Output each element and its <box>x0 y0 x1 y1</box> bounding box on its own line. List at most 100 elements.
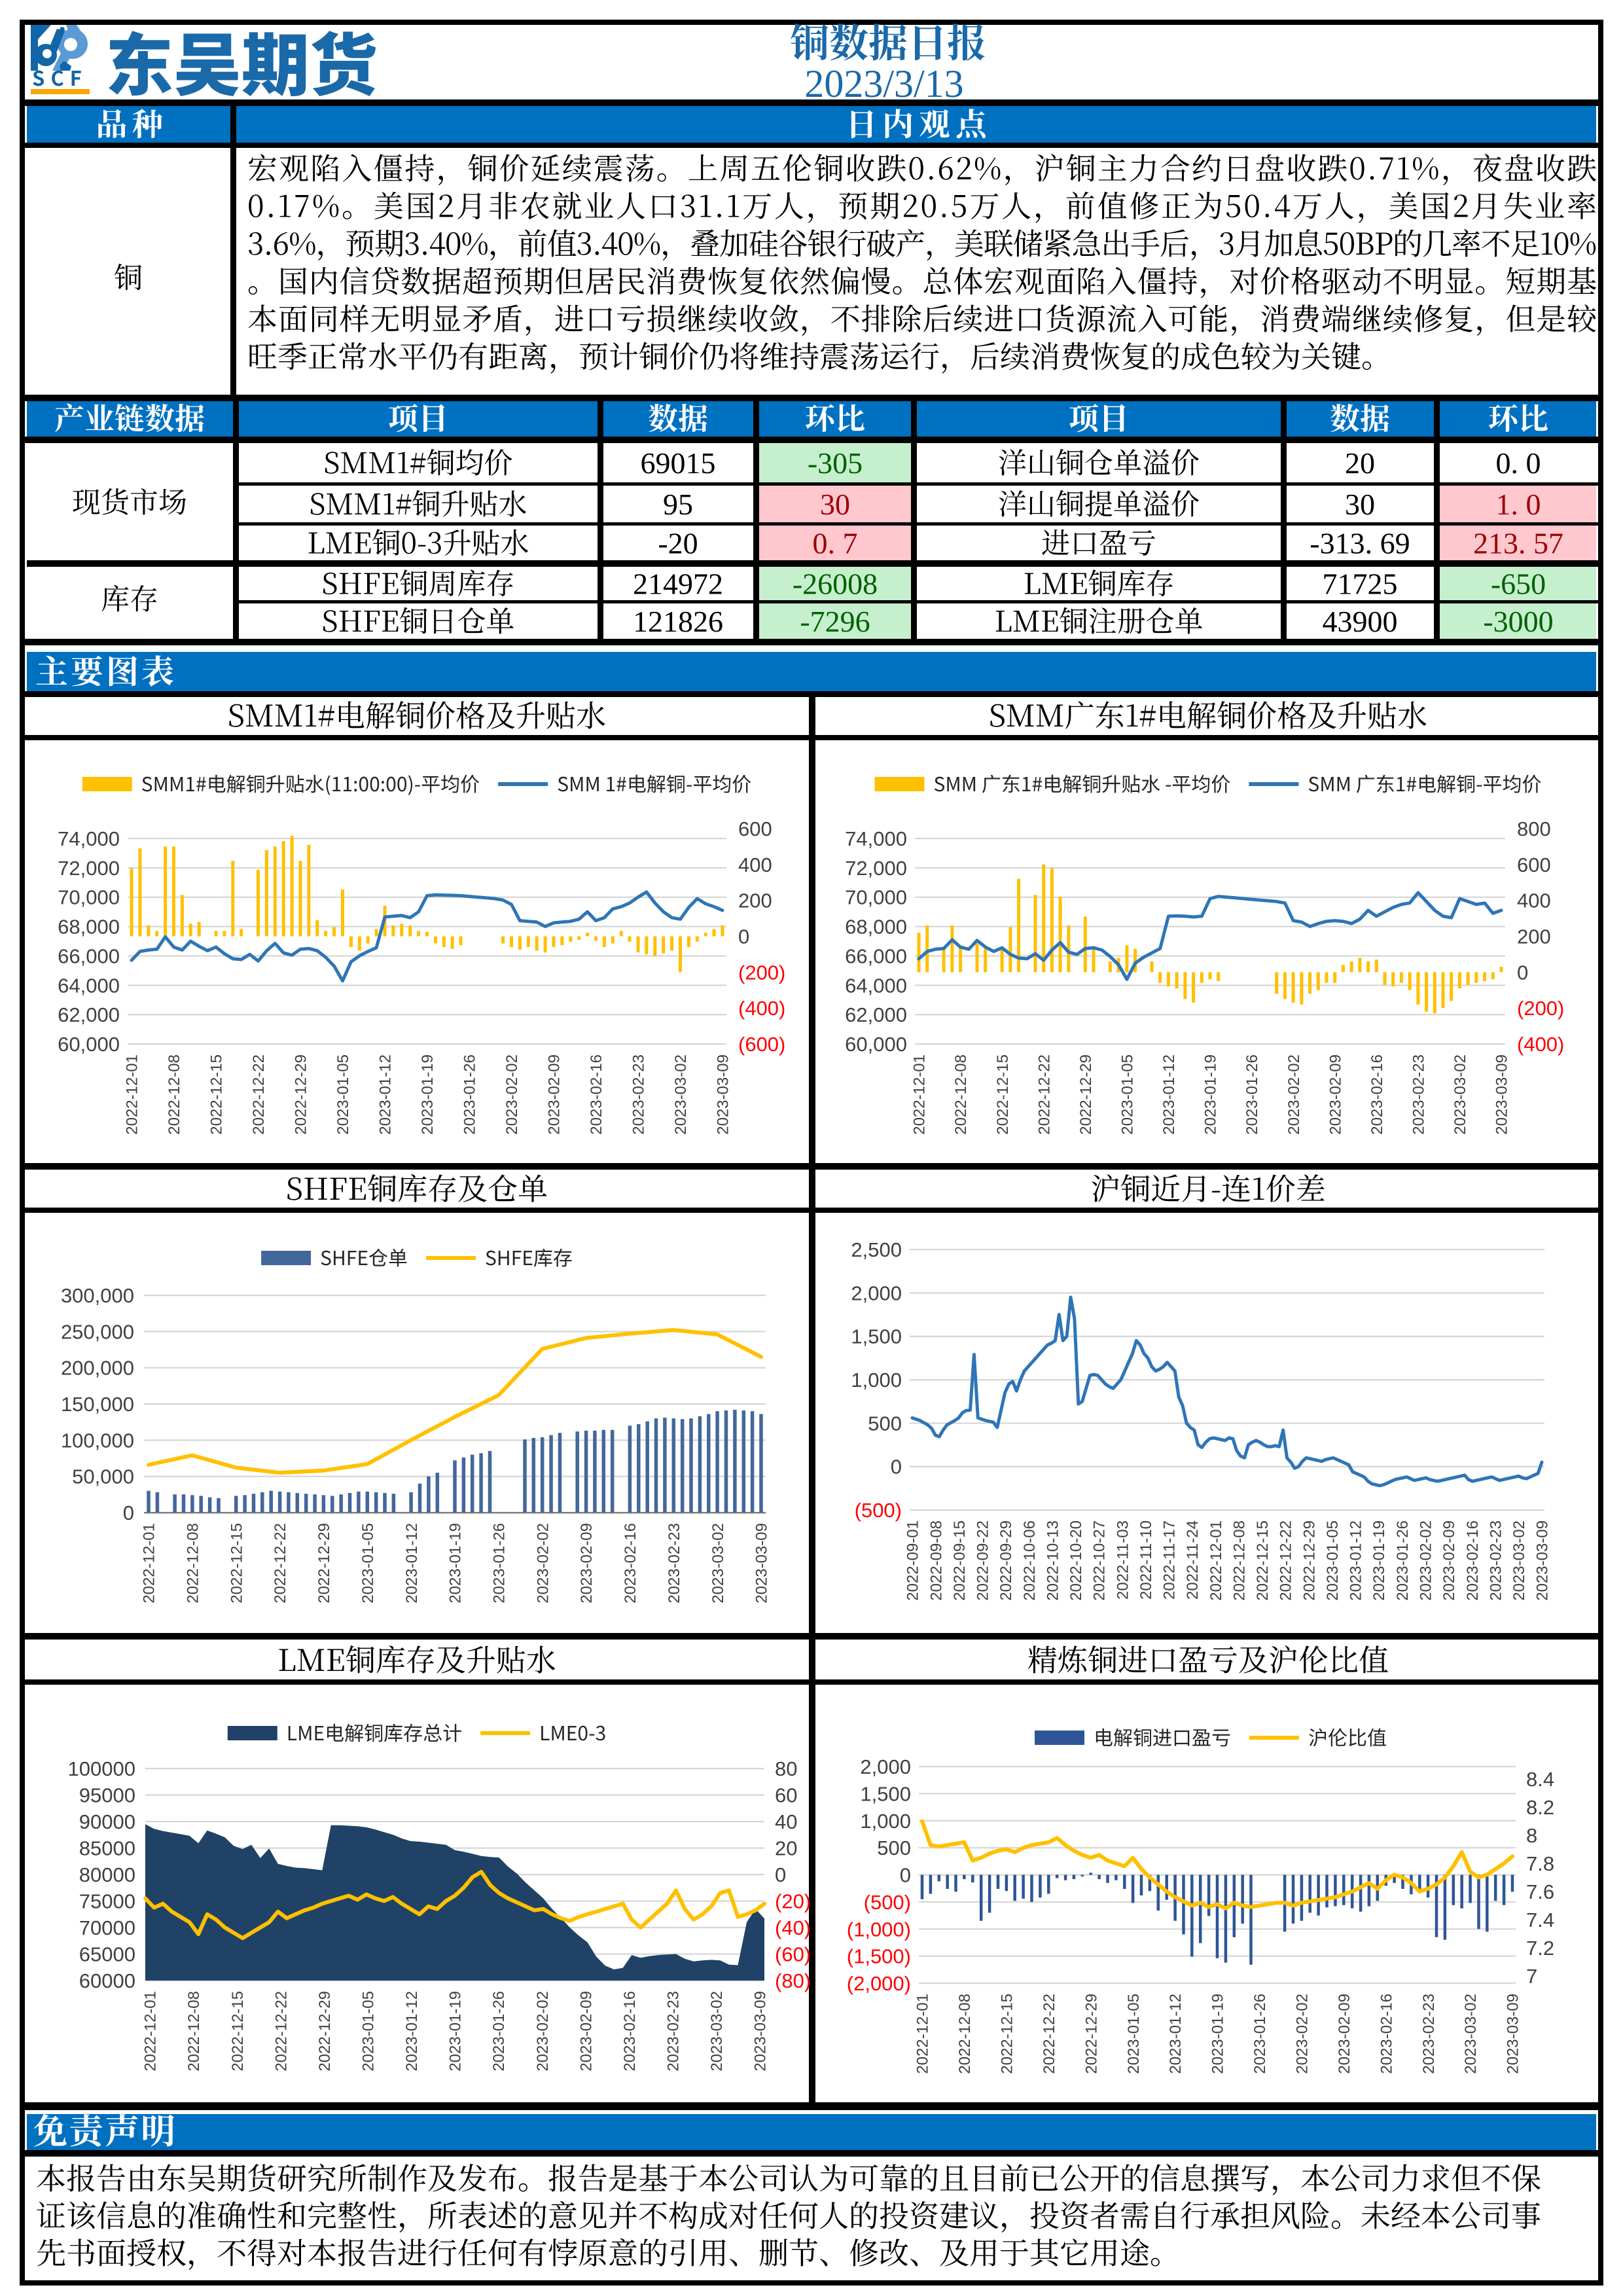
svg-text:2023-02-09: 2023-02-09 <box>1327 1054 1344 1135</box>
svg-text:2022-12-01: 2022-12-01 <box>1207 1520 1225 1601</box>
svg-text:2023-03-09: 2023-03-09 <box>715 1054 732 1135</box>
svg-text:100,000: 100,000 <box>61 1429 134 1452</box>
svg-text:74,000: 74,000 <box>58 827 120 850</box>
svg-text:2022-12-01: 2022-12-01 <box>142 1991 160 2072</box>
svg-text:2022-12-15: 2022-12-15 <box>229 1991 247 2072</box>
svg-text:43900: 43900 <box>1323 605 1398 638</box>
svg-text:7.4: 7.4 <box>1526 1909 1554 1931</box>
svg-text:-20: -20 <box>658 527 698 560</box>
svg-text:(1,000): (1,000) <box>847 1918 911 1941</box>
svg-text:72,000: 72,000 <box>58 857 120 880</box>
svg-text:2023-01-26: 2023-01-26 <box>1251 1994 1269 2074</box>
svg-text:200: 200 <box>1517 925 1551 948</box>
svg-text:2023-01-26: 2023-01-26 <box>1243 1054 1261 1135</box>
svg-text:(500): (500) <box>864 1891 911 1914</box>
svg-text:0: 0 <box>775 1863 786 1886</box>
svg-text:0. 7: 0. 7 <box>813 527 858 560</box>
svg-text:2022-12-29: 2022-12-29 <box>316 1991 334 2072</box>
svg-text:2022-12-22: 2022-12-22 <box>1041 1994 1058 2074</box>
svg-text:2022-12-29: 2022-12-29 <box>1300 1520 1318 1601</box>
svg-text:2022-10-06: 2022-10-06 <box>1021 1520 1039 1601</box>
svg-text:(200): (200) <box>1517 997 1564 1020</box>
svg-text:66,000: 66,000 <box>845 944 907 967</box>
svg-text:2022-12-15: 2022-12-15 <box>994 1054 1012 1135</box>
svg-text:2022-12-01: 2022-12-01 <box>914 1994 932 2074</box>
svg-text:70,000: 70,000 <box>58 886 120 909</box>
svg-text:2023-01-05: 2023-01-05 <box>1324 1520 1342 1601</box>
svg-text:-313. 69: -313. 69 <box>1310 527 1410 560</box>
svg-text:7.2: 7.2 <box>1526 1937 1554 1960</box>
svg-text:69015: 69015 <box>641 446 716 480</box>
svg-text:2022-09-15: 2022-09-15 <box>951 1520 969 1601</box>
svg-text:2022-12-01: 2022-12-01 <box>124 1054 141 1135</box>
svg-text:8: 8 <box>1526 1824 1537 1847</box>
svg-text:1. 0: 1. 0 <box>1496 488 1541 521</box>
svg-text:2022-12-08: 2022-12-08 <box>952 1054 970 1135</box>
svg-text:213. 57: 213. 57 <box>1473 527 1563 560</box>
svg-text:2023-01-12: 2023-01-12 <box>1167 1994 1185 2074</box>
svg-text:2023-01-26: 2023-01-26 <box>1394 1520 1412 1601</box>
svg-text:70000: 70000 <box>79 1916 135 1939</box>
svg-text:2023-01-05: 2023-01-05 <box>359 1991 377 2072</box>
svg-text:2022-12-08: 2022-12-08 <box>185 1991 203 2072</box>
svg-text:2022-12-22: 2022-12-22 <box>1277 1520 1295 1601</box>
svg-text:214972: 214972 <box>633 567 723 601</box>
svg-text:-650: -650 <box>1491 567 1546 601</box>
svg-text:2022-12-15: 2022-12-15 <box>1254 1520 1272 1601</box>
svg-text:2,000: 2,000 <box>851 1282 902 1304</box>
svg-text:2023-02-23: 2023-02-23 <box>666 1523 683 1604</box>
svg-text:95000: 95000 <box>79 1784 135 1807</box>
svg-text:2022-12-29: 2022-12-29 <box>293 1054 310 1135</box>
svg-text:64,000: 64,000 <box>58 974 120 997</box>
svg-text:1,000: 1,000 <box>860 1810 911 1833</box>
svg-text:400: 400 <box>1517 889 1551 912</box>
svg-text:400: 400 <box>738 853 772 876</box>
svg-text:2023-01-12: 2023-01-12 <box>377 1054 395 1135</box>
svg-text:90000: 90000 <box>79 1810 135 1833</box>
svg-text:70,000: 70,000 <box>845 886 907 909</box>
svg-text:7: 7 <box>1526 1965 1537 1988</box>
svg-text:2023-02-16: 2023-02-16 <box>1368 1054 1386 1135</box>
svg-text:2023-01-19: 2023-01-19 <box>1209 1994 1227 2074</box>
svg-text:2022-11-17: 2022-11-17 <box>1161 1520 1179 1600</box>
svg-text:2022-10-20: 2022-10-20 <box>1067 1520 1085 1601</box>
svg-text:500: 500 <box>877 1837 911 1859</box>
svg-text:2022-12-22: 2022-12-22 <box>1035 1054 1053 1135</box>
svg-text:30: 30 <box>820 488 850 521</box>
svg-text:200,000: 200,000 <box>61 1357 134 1380</box>
svg-text:2022-12-22: 2022-12-22 <box>250 1054 268 1135</box>
svg-text:2023-03-09: 2023-03-09 <box>753 1523 771 1604</box>
svg-text:2023-01-05: 2023-01-05 <box>1119 1054 1137 1135</box>
svg-text:2023-03-09: 2023-03-09 <box>1493 1054 1511 1135</box>
svg-text:500: 500 <box>868 1412 902 1435</box>
svg-text:2023-01-19: 2023-01-19 <box>447 1991 465 2072</box>
svg-text:20: 20 <box>775 1837 797 1860</box>
svg-text:2022-09-08: 2022-09-08 <box>927 1520 945 1601</box>
svg-text:0: 0 <box>891 1456 902 1479</box>
svg-text:60,000: 60,000 <box>845 1033 907 1056</box>
svg-text:2022-09-01: 2022-09-01 <box>904 1520 922 1601</box>
svg-text:71725: 71725 <box>1323 567 1398 601</box>
svg-text:(20): (20) <box>775 1890 811 1913</box>
svg-text:(600): (600) <box>738 1033 785 1056</box>
svg-text:2023-03-02: 2023-03-02 <box>1452 1054 1469 1135</box>
svg-text:2022-12-29: 2022-12-29 <box>315 1523 333 1604</box>
svg-text:2023-01-12: 2023-01-12 <box>1347 1520 1365 1601</box>
svg-text:2023-02-02: 2023-02-02 <box>534 1991 552 2072</box>
svg-text:95: 95 <box>663 488 693 521</box>
svg-text:2022-12-22: 2022-12-22 <box>272 1991 290 2072</box>
svg-text:2023-01-05: 2023-01-05 <box>334 1054 352 1135</box>
svg-text:2023-02-02: 2023-02-02 <box>1294 1994 1311 2074</box>
svg-text:2023-01-12: 2023-01-12 <box>1160 1054 1178 1135</box>
svg-text:2023-02-16: 2023-02-16 <box>621 1991 639 2072</box>
svg-text:2023-02-02: 2023-02-02 <box>503 1054 521 1135</box>
svg-text:2023-01-12: 2023-01-12 <box>403 1991 421 2072</box>
svg-text:2023-03-09: 2023-03-09 <box>1505 1994 1522 2074</box>
svg-text:200: 200 <box>738 889 772 912</box>
svg-text:(200): (200) <box>738 961 785 984</box>
svg-text:20: 20 <box>1345 446 1375 480</box>
svg-text:2022-09-22: 2022-09-22 <box>974 1520 992 1601</box>
svg-text:8.4: 8.4 <box>1526 1768 1554 1791</box>
svg-text:2022-11-24: 2022-11-24 <box>1184 1520 1202 1600</box>
svg-text:50,000: 50,000 <box>72 1465 134 1488</box>
